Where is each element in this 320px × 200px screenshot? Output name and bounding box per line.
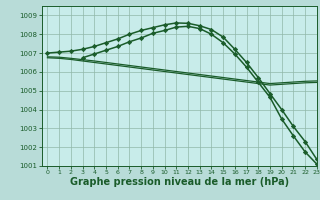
X-axis label: Graphe pression niveau de la mer (hPa): Graphe pression niveau de la mer (hPa)	[70, 177, 289, 187]
